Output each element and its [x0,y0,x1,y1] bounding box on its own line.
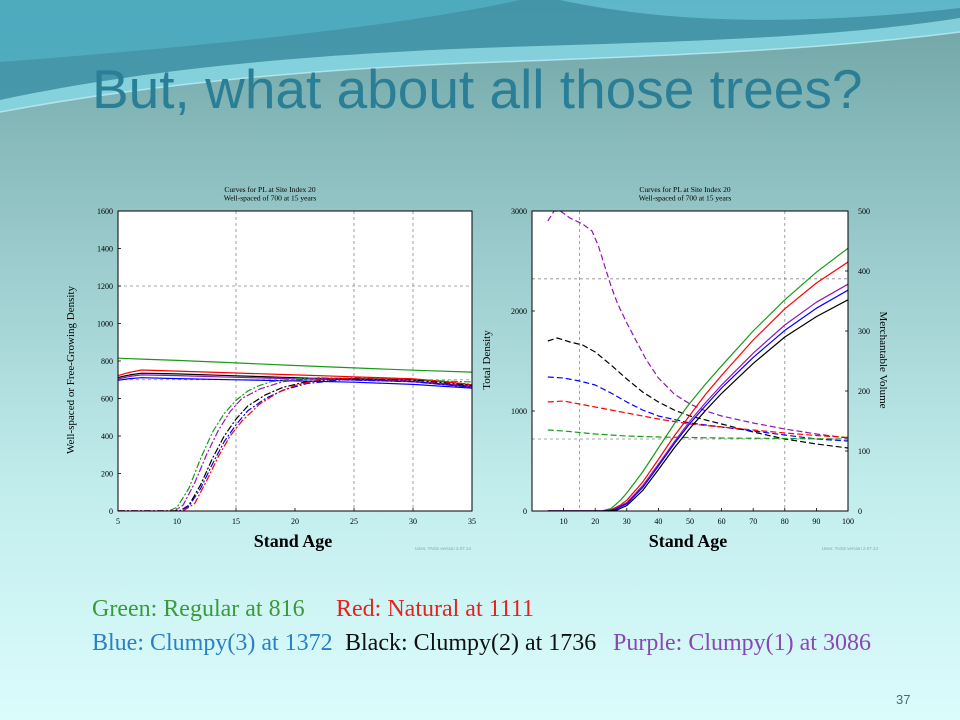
x-tick-label: 20 [291,517,299,526]
y-tick-label: 1400 [97,244,113,253]
series-lines [547,211,848,511]
x-tick-label: 30 [623,517,631,526]
wave-band-light-left [0,0,520,62]
x-tick-label: 10 [173,517,181,526]
page-number: 37 [896,692,911,707]
x-tick-label: 30 [409,517,417,526]
header-wave-decoration [0,0,960,113]
x-axis-label: Stand Age [649,531,728,551]
series-line-9 [118,379,472,511]
series-line-10 [118,377,472,511]
series-line-7 [547,261,848,511]
chart-subtitle: Well-spaced of 700 at 15 years [224,194,317,203]
slide-title: But, what about all those trees? [92,58,863,120]
x-tick-label: 5 [116,517,120,526]
x-tick-label: 40 [654,517,662,526]
x-tick-label: 25 [350,517,358,526]
y-tick-label: 1600 [97,207,113,216]
y-tick-label: 800 [101,357,113,366]
chart-subtitle: Well-spaced of 700 at 15 years [639,194,732,203]
y2-tick-label: 0 [858,507,862,516]
legend-clumpy-2: Black: Clumpy(2) at 1736 [345,630,597,656]
series-line-4 [118,374,472,388]
series-line-1 [547,211,848,439]
x-tick-label: 60 [718,517,726,526]
legend-clumpy-1: Purple: Clumpy(1) at 3086 [613,630,871,656]
x-tick-label: 90 [812,517,820,526]
chart-title: Curves for PL at Site Index 20 [224,185,316,194]
y-tick-label: 2000 [511,307,527,316]
y-axis-label: Well-spaced or Free-Growing Density [65,285,77,454]
wave-band-light-right [560,0,960,20]
y-axis-label: Total Density [481,330,493,390]
series-line-5 [118,377,472,389]
y-tick-label: 1000 [511,407,527,416]
y-tick-label: 1000 [97,319,113,328]
series-line-10 [547,299,848,511]
x-axis-label: Stand Age [254,531,333,551]
y2-tick-label: 400 [858,267,870,276]
y-tick-label: 0 [109,507,113,516]
plot-area [532,211,848,511]
series-line-3 [547,376,848,442]
wave-band-cyan [0,18,960,112]
y-tick-label: 1200 [97,282,113,291]
y-tick-label: 3000 [511,207,527,216]
y2-tick-label: 200 [858,387,870,396]
x-tick-label: 15 [232,517,240,526]
series-line-9 [547,289,848,511]
legend-regular: Green: Regular at 816 [92,596,305,622]
y2-tick-label: 500 [858,207,870,216]
series-lines [118,357,472,511]
software-credit: Uses: TASS version 2.07.14 [822,546,879,551]
y2-axis-label: Merchantable Volume [877,311,889,408]
y-tick-label: 0 [523,507,527,516]
y2-tick-label: 100 [858,447,870,456]
series-line-8 [118,378,472,511]
series-line-2 [547,337,848,449]
software-credit: Uses: TASS version 2.07.14 [415,546,472,551]
x-tick-label: 70 [749,517,757,526]
series-line-4 [547,400,848,439]
well-spaced-density-chart: 5 10 15 20 25 30 35 0 200 400 600 800 1000 1200 1400 16… [65,185,476,551]
x-tick-label: 10 [560,517,568,526]
y2-tick-label: 300 [858,327,870,336]
series-line-8 [547,283,848,511]
y-tick-label: 400 [101,432,113,441]
total-density-volume-chart: 10 20 30 40 50 60 70 80 90 1000100020003000010020… [481,185,889,551]
series-line-1 [118,357,472,373]
x-tick-label: 100 [842,517,854,526]
y-tick-label: 200 [101,469,113,478]
wave-highlight-line [0,31,960,113]
plot-area [118,211,472,511]
x-tick-label: 80 [781,517,789,526]
x-tick-label: 50 [686,517,694,526]
x-tick-label: 20 [591,517,599,526]
legend-clumpy-3: Blue: Clumpy(3) at 1372 [92,630,333,656]
legend-natural: Red: Natural at 1111 [336,596,534,622]
y-tick-label: 600 [101,394,113,403]
chart-title: Curves for PL at Site Index 20 [639,185,731,194]
x-tick-label: 35 [468,517,476,526]
